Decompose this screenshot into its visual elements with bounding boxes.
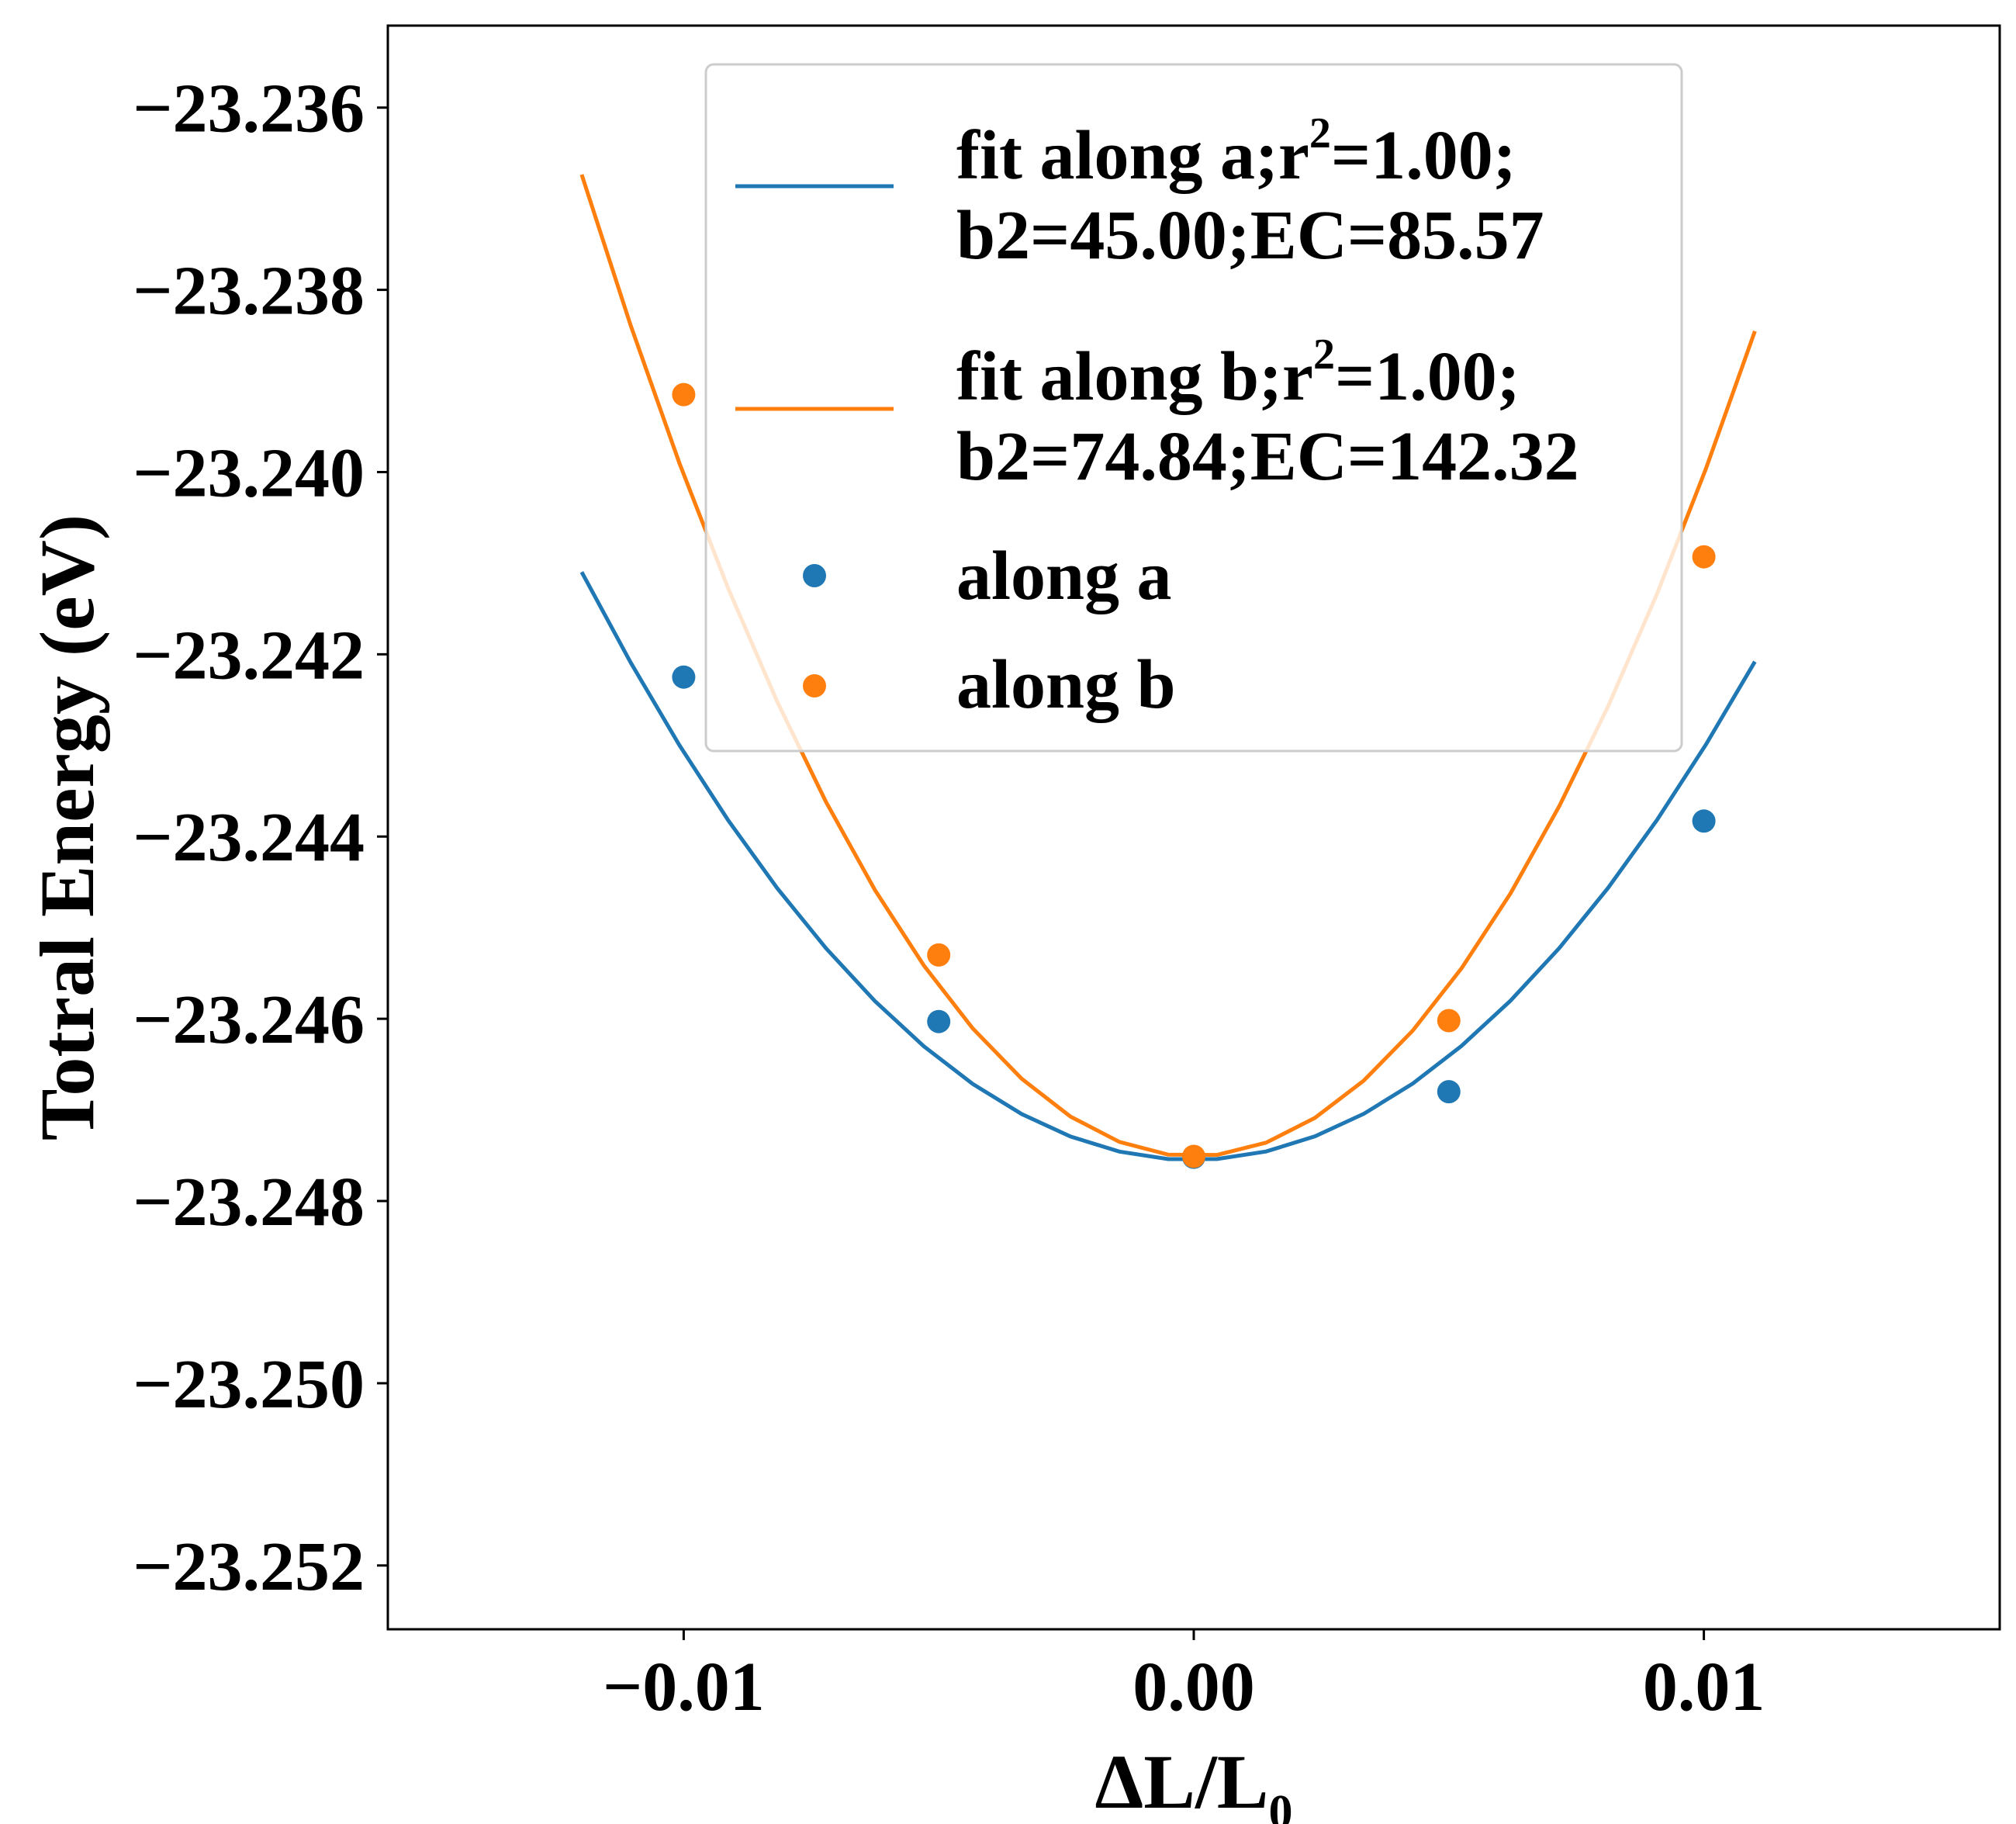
legend-fit-a-sup: 2 [1309,109,1331,157]
x-tick-label: −0.01 [603,1649,765,1725]
legend-fit-a-suffix: =1.00; [1331,117,1516,194]
data-point-b [1437,1009,1461,1033]
x-axis-ticks: −0.01 0.00 0.01 [603,1629,1765,1725]
y-tick-label: −23.246 [133,981,365,1058]
y-tick-label: −23.242 [133,617,365,694]
legend-label-fit-a-line2: b2=45.00;EC=85.57 [956,197,1544,274]
legend-fit-b-prefix: fit along b;r [956,338,1313,415]
legend-fit-b-sup: 2 [1313,331,1335,379]
y-tick-label: −23.240 [133,434,365,511]
legend-fit-b-suffix: =1.00; [1335,338,1520,415]
legend-label-fit-a-line1: fit along a;r2=1.00; [956,109,1516,194]
legend-marker-along-a [803,564,826,587]
data-point-a [927,1009,951,1033]
data-point-a [672,665,696,689]
legend-label-fit-b-line1: fit along b;r2=1.00; [956,331,1520,415]
x-axis-title-main: ΔL/L [1095,1739,1269,1824]
y-tick-label: −23.244 [133,799,365,876]
y-tick-label: −23.248 [133,1164,365,1241]
legend-marker-along-b [803,674,826,697]
data-point-b [927,943,951,967]
x-axis-title: ΔL/L0 [1095,1739,1293,1824]
x-tick-label: 0.00 [1132,1649,1255,1725]
data-point-b [672,382,696,407]
data-point-a [1437,1080,1461,1104]
data-point-b [1692,545,1716,569]
y-tick-label: −23.238 [133,253,365,330]
x-tick-label: 0.01 [1643,1649,1765,1725]
legend-label-fit-b-line2: b2=74.84;EC=142.32 [956,418,1579,495]
legend-frame [704,63,1683,753]
data-points [672,382,1716,1169]
fit-line-a [579,571,1757,1161]
y-axis-ticks: −23.236 −23.238 −23.240 −23.242 −23.244 −23.2… [133,71,388,1605]
legend-label-along-b: along b [956,646,1176,723]
legend-fit-a-prefix: fit along a;r [956,117,1309,194]
y-tick-label: −23.252 [133,1528,365,1605]
x-axis-title-subscript: 0 [1268,1786,1292,1824]
legend-label-along-a: along a [956,538,1172,614]
legend: fit along a;r2=1.00; b2=45.00;EC=85.57 f… [704,63,1683,753]
y-axis-title: Totral Energy (eV) [24,514,110,1140]
data-point-b [1182,1144,1205,1168]
y-tick-label: −23.250 [133,1346,365,1423]
data-point-a [1692,809,1716,833]
y-tick-label: −23.236 [133,71,365,147]
